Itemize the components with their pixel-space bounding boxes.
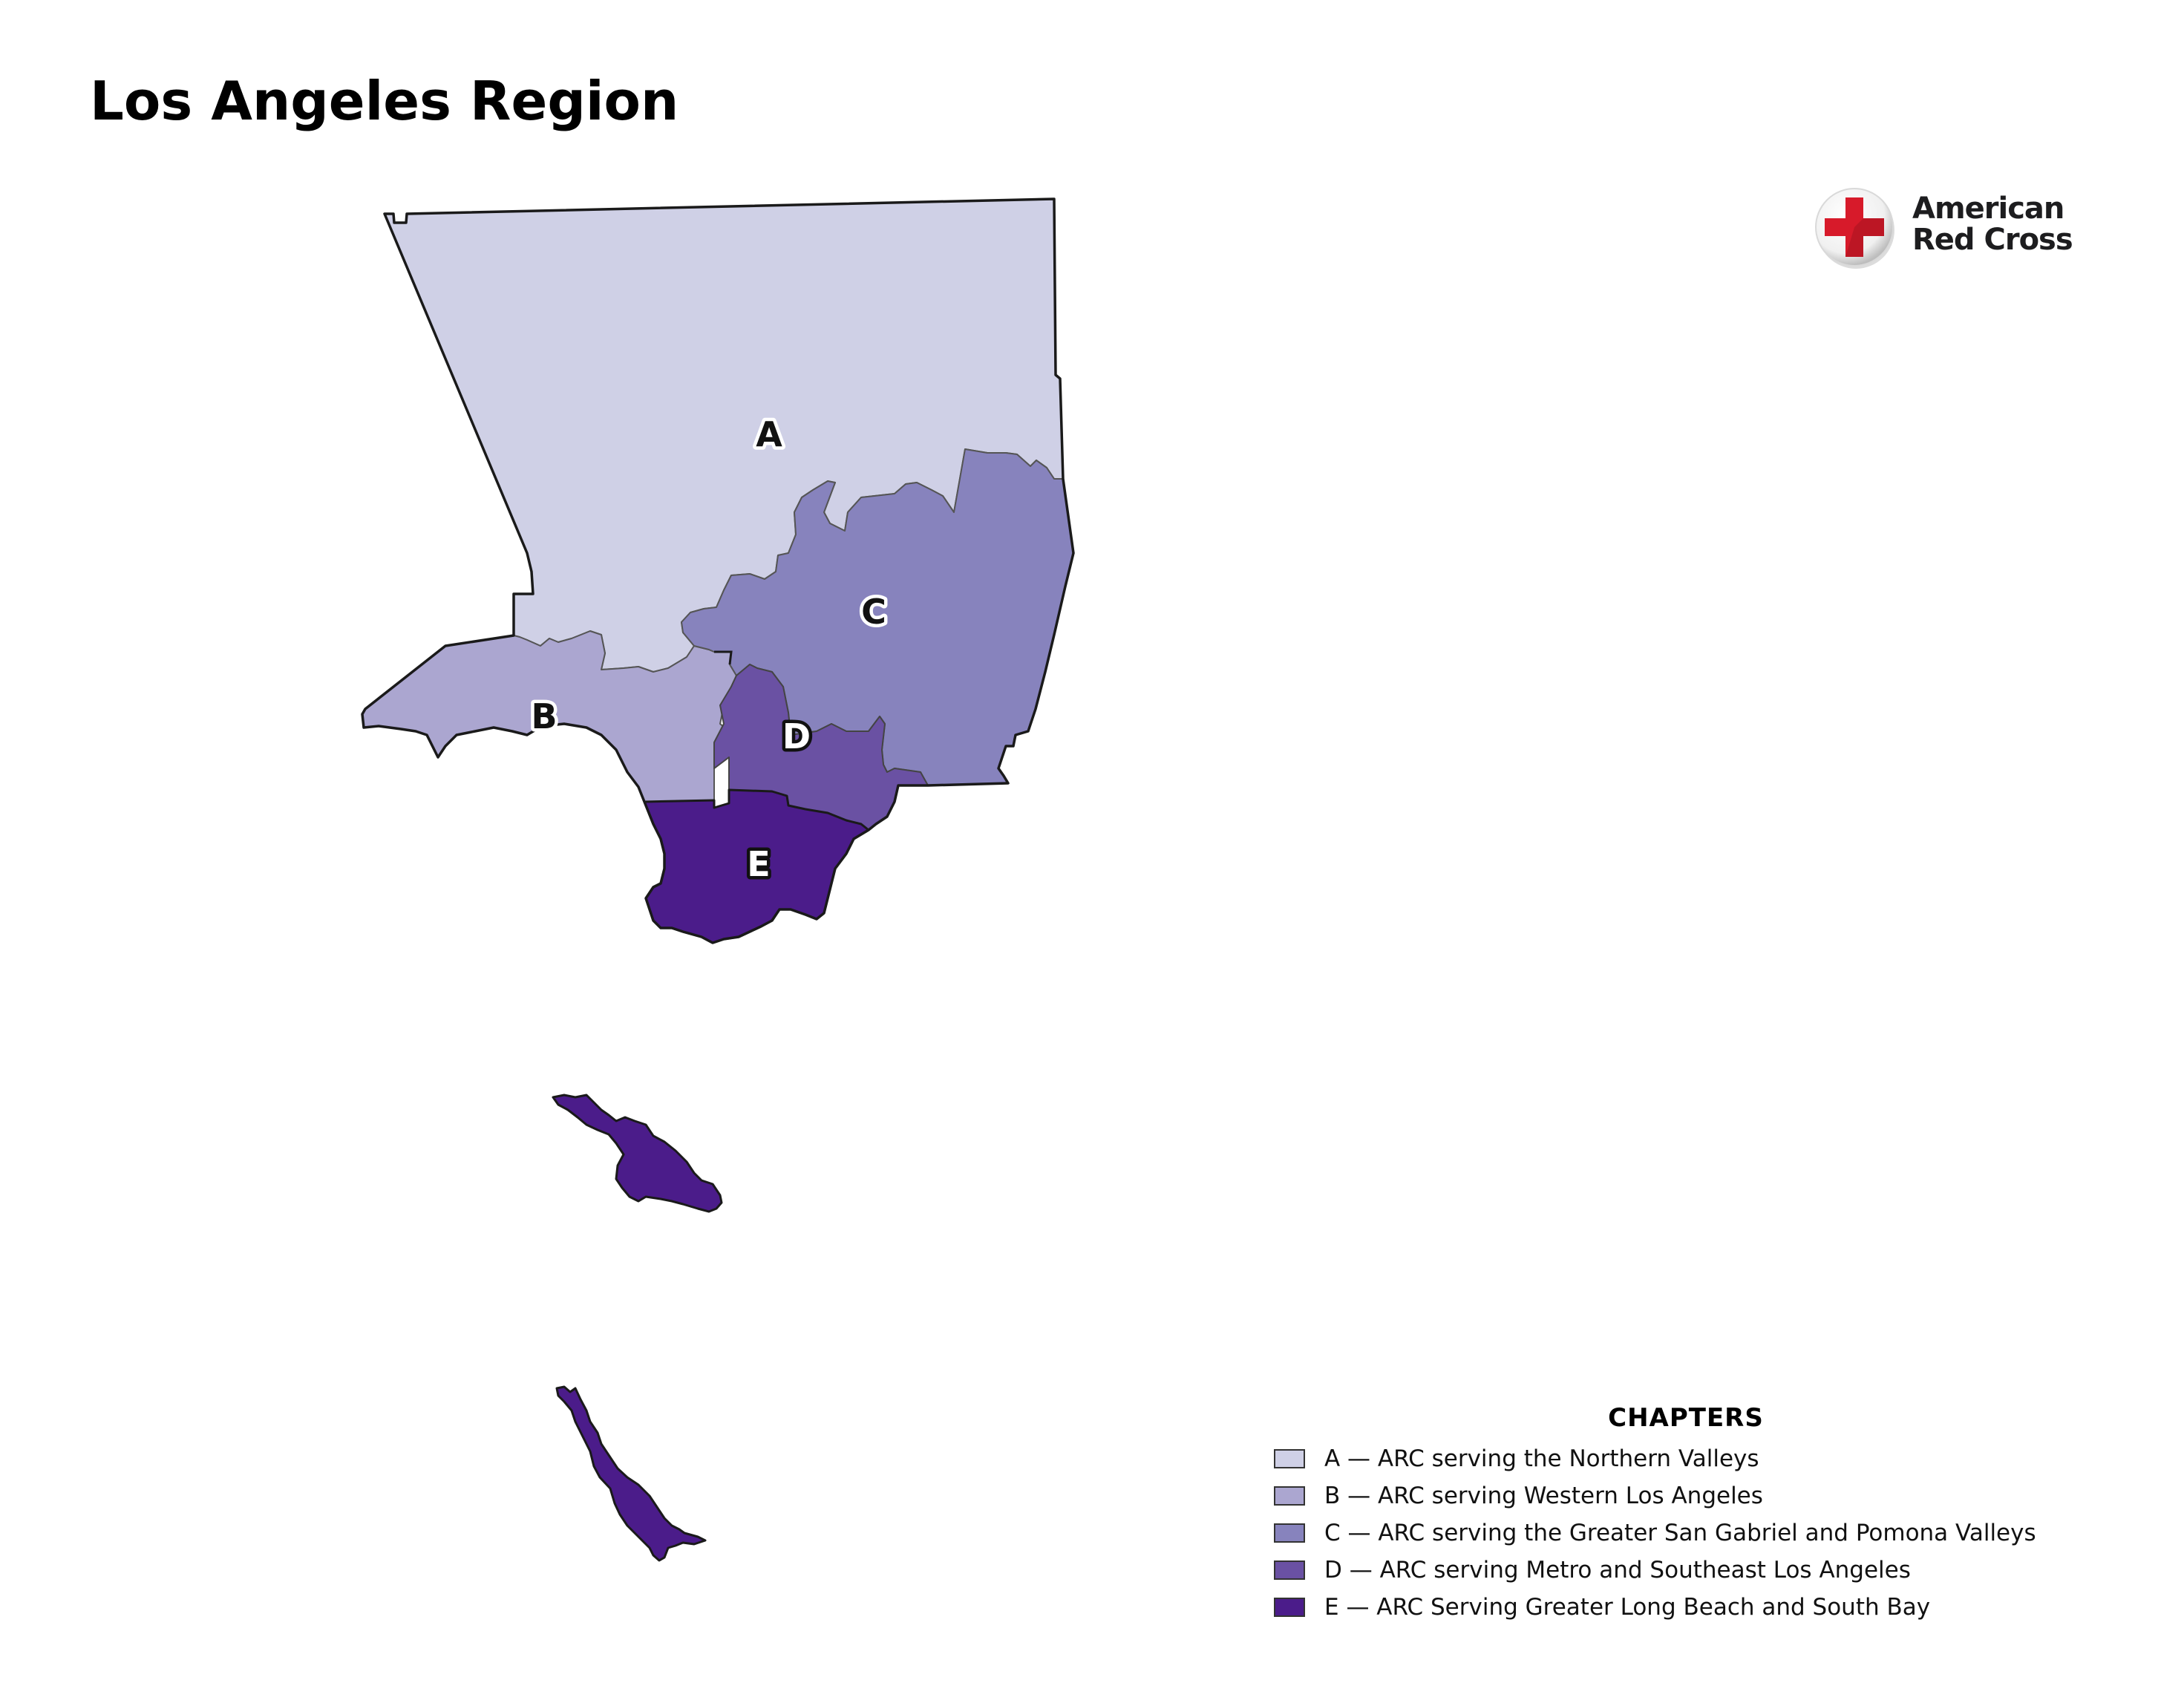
legend-title: CHAPTERS [1608,1403,1764,1433]
catalina-island[interactable] [552,1094,723,1213]
legend-label: E — ARC Serving Greater Long Beach and S… [1324,1594,1931,1621]
map-title: Los Angeles Region [90,70,679,132]
legend-label: B — ARC serving Western Los Angeles [1324,1483,1763,1509]
legend-swatch [1274,1560,1305,1580]
region-label-c: C [861,592,886,632]
boundary-line [714,650,733,665]
legend-item: A — ARC serving the Northern Valleys [1274,1440,2135,1477]
legend-label: A — ARC serving the Northern Valleys [1324,1445,1759,1472]
region-label-e: E [747,844,770,884]
legend-item: C — ARC serving the Greater San Gabriel … [1274,1514,2135,1552]
county-border [361,197,1075,944]
legend: CHAPTERS A — ARC serving the Northern Va… [1274,1403,2135,1626]
legend-swatch [1274,1523,1305,1543]
logo-text: American Red Cross [1912,193,2073,255]
logo-line-2: Red Cross [1912,223,2073,257]
legend-swatch [1274,1486,1305,1506]
san-clemente-island[interactable] [555,1385,707,1562]
legend-item: D — ARC serving Metro and Southeast Los … [1274,1552,2135,1589]
legend-label: C — ARC serving the Greater San Gabriel … [1324,1520,2036,1546]
legend-swatch [1274,1598,1305,1617]
red-cross-icon [1815,188,1894,269]
legend-item: B — ARC serving Western Los Angeles [1274,1477,2135,1514]
legend-label: D — ARC serving Metro and Southeast Los … [1324,1557,1911,1584]
legend-items: A — ARC serving the Northern Valleys B — … [1274,1440,2135,1626]
legend-swatch [1274,1449,1305,1468]
region-label-b: B [531,696,557,736]
red-cross-logo: American Red Cross [1811,184,2108,273]
region-label-d: D [782,716,811,756]
region-label-a: A [756,414,782,454]
logo-line-1: American [1912,192,2064,226]
legend-item: E — ARC Serving Greater Long Beach and S… [1274,1589,2135,1626]
